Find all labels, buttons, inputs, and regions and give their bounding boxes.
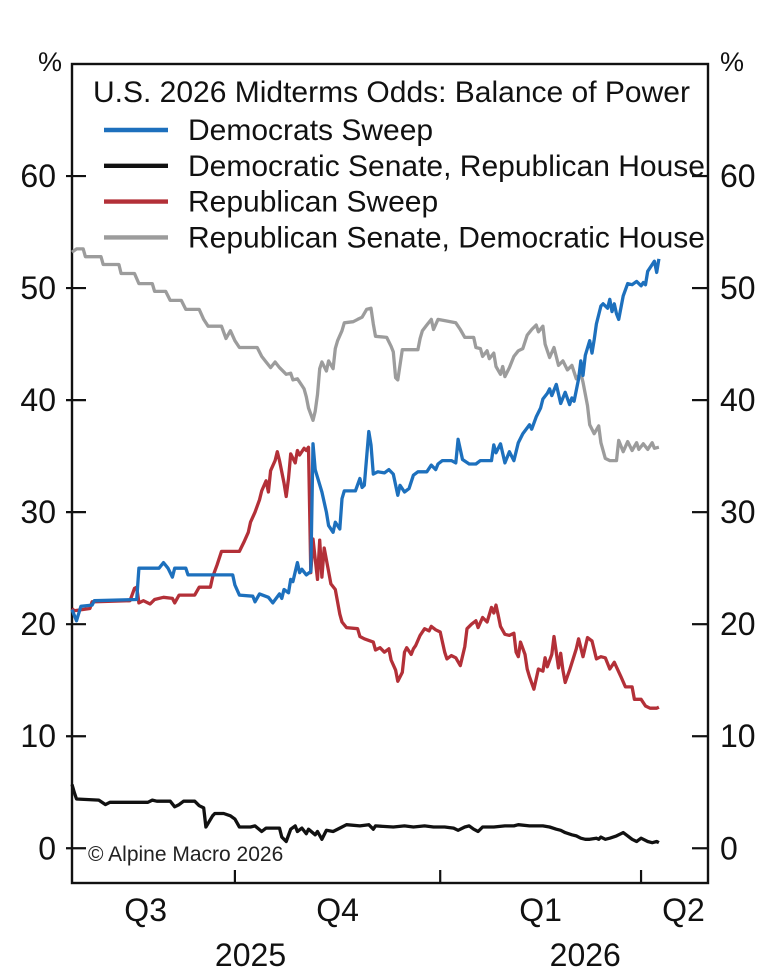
y-tick-label-left: 0 — [38, 830, 56, 866]
chart-title: U.S. 2026 Midterms Odds: Balance of Powe… — [93, 76, 690, 109]
y-tick-label-right: 50 — [720, 270, 756, 306]
y-tick-label-right: 30 — [720, 494, 756, 530]
y-tick-label-left: 10 — [20, 718, 56, 754]
series-line-republican-senate-democratic-house — [71, 247, 660, 463]
y-tick-label-right: 60 — [720, 158, 756, 194]
plot-border — [70, 62, 710, 885]
y-tick-label-left: 60 — [20, 158, 56, 194]
y-tick-label-left: 50 — [20, 270, 56, 306]
series-line-democratic-senate-republican-house — [70, 783, 660, 845]
x-quarter-label: Q3 — [124, 892, 167, 928]
y-axis-unit-left: % — [38, 47, 62, 77]
x-quarter-label: Q4 — [316, 892, 359, 928]
x-year-label: 2025 — [215, 937, 286, 973]
y-tick-label-right: 10 — [720, 718, 756, 754]
series-lines — [70, 247, 661, 845]
y-tick-label-right: 20 — [720, 606, 756, 642]
axes: 0 0 10 10 20 20 30 30 40 40 50 50 60 60 Q3 Q4 Q1 Q2 2025 20… — [20, 62, 756, 973]
y-tick-label-right: 40 — [720, 382, 756, 418]
y-tick-label-left: 20 — [20, 606, 56, 642]
x-quarter-label: Q1 — [519, 892, 562, 928]
legend-label: Democrats Sweep — [188, 114, 433, 147]
x-quarter-label: Q2 — [662, 892, 705, 928]
legend-label: Republican Sweep — [188, 186, 438, 219]
legend-label: Republican Senate, Democratic House — [188, 221, 705, 254]
x-year-label: 2026 — [550, 937, 621, 973]
series-line-democrats-sweep — [70, 258, 661, 623]
y-axis-unit-right: % — [720, 47, 744, 77]
y-tick-label-right: 0 — [720, 830, 738, 866]
series-line-republican-sweep — [70, 445, 660, 710]
y-tick-label-left: 30 — [20, 494, 56, 530]
y-tick-label-left: 40 — [20, 382, 56, 418]
copyright-note: © Alpine Macro 2026 — [88, 843, 283, 866]
legend-label: Democratic Senate, Republican House — [188, 150, 705, 183]
